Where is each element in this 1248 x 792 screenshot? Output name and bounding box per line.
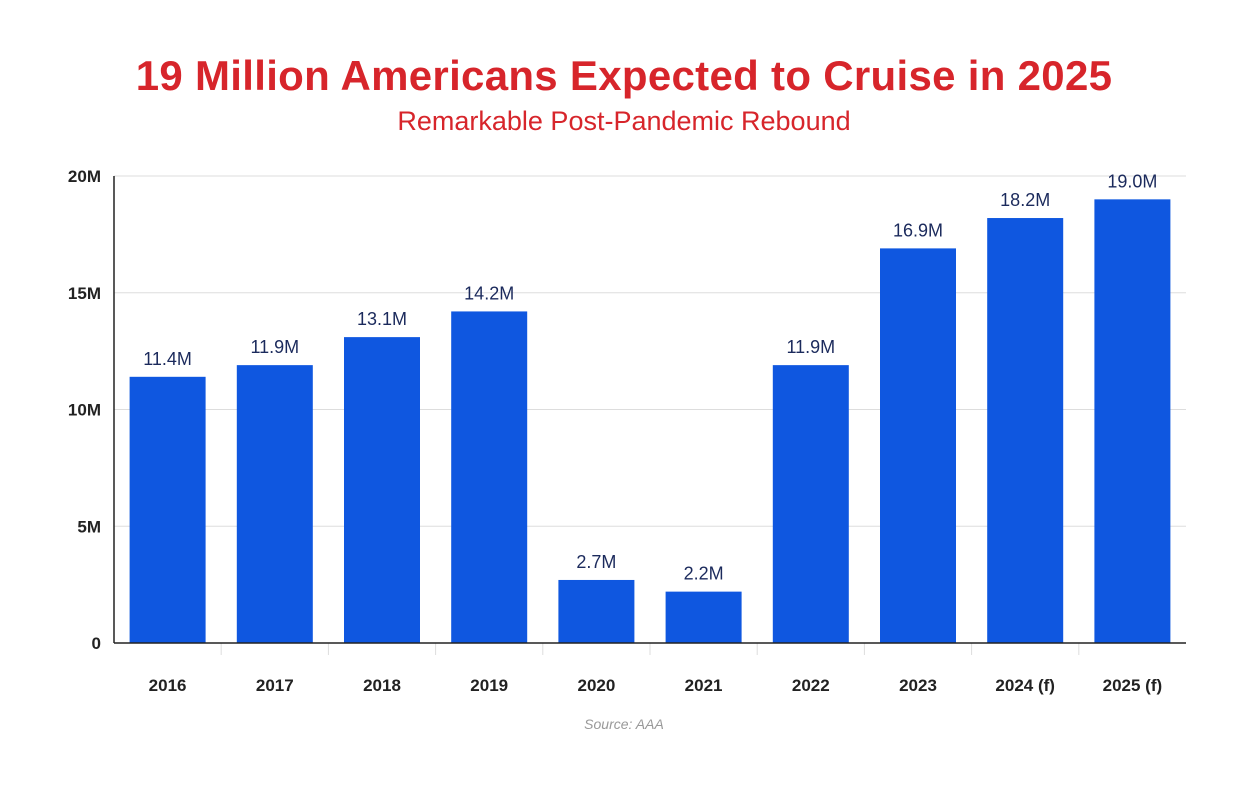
source-note: Source: AAA bbox=[584, 716, 664, 732]
bar bbox=[880, 248, 956, 643]
bar bbox=[236, 365, 313, 643]
data-label: 13.1M bbox=[357, 309, 407, 329]
data-label: 2.2M bbox=[684, 564, 724, 584]
data-label: 18.2M bbox=[1000, 190, 1050, 210]
x-tick-label: 2016 bbox=[149, 676, 187, 695]
y-tick-label: 10M bbox=[68, 401, 101, 420]
y-tick-label: 0 bbox=[92, 634, 101, 653]
x-tick-label: 2024 (f) bbox=[995, 676, 1055, 695]
data-label: 19.0M bbox=[1107, 171, 1157, 191]
bar bbox=[987, 218, 1064, 643]
y-tick-label: 15M bbox=[68, 284, 101, 303]
x-tick-label: 2018 bbox=[363, 676, 401, 695]
bar bbox=[772, 365, 849, 643]
x-tick-label: 2023 bbox=[899, 676, 937, 695]
data-label: 2.7M bbox=[576, 552, 616, 572]
x-tick-label: 2021 bbox=[685, 676, 723, 695]
y-tick-label: 20M bbox=[68, 167, 101, 186]
x-tick-label: 2022 bbox=[792, 676, 830, 695]
bar bbox=[558, 579, 635, 643]
data-label: 11.9M bbox=[786, 337, 835, 357]
chart-subtitle: Remarkable Post-Pandemic Rebound bbox=[397, 106, 851, 136]
bar bbox=[1094, 199, 1171, 643]
data-label: 11.4M bbox=[143, 349, 192, 369]
bar bbox=[451, 311, 528, 643]
x-tick-label: 2020 bbox=[577, 676, 615, 695]
bar bbox=[344, 337, 420, 643]
data-label: 11.9M bbox=[250, 337, 299, 357]
data-label: 14.2M bbox=[464, 283, 514, 303]
data-label: 16.9M bbox=[893, 220, 943, 240]
bar bbox=[129, 376, 206, 643]
chart-title: 19 Million Americans Expected to Cruise … bbox=[135, 52, 1113, 99]
x-tick-label: 2019 bbox=[470, 676, 508, 695]
x-tick-label: 2025 (f) bbox=[1103, 676, 1163, 695]
bar bbox=[665, 591, 742, 643]
y-tick-label: 5M bbox=[77, 517, 101, 536]
x-tick-label: 2017 bbox=[256, 676, 294, 695]
